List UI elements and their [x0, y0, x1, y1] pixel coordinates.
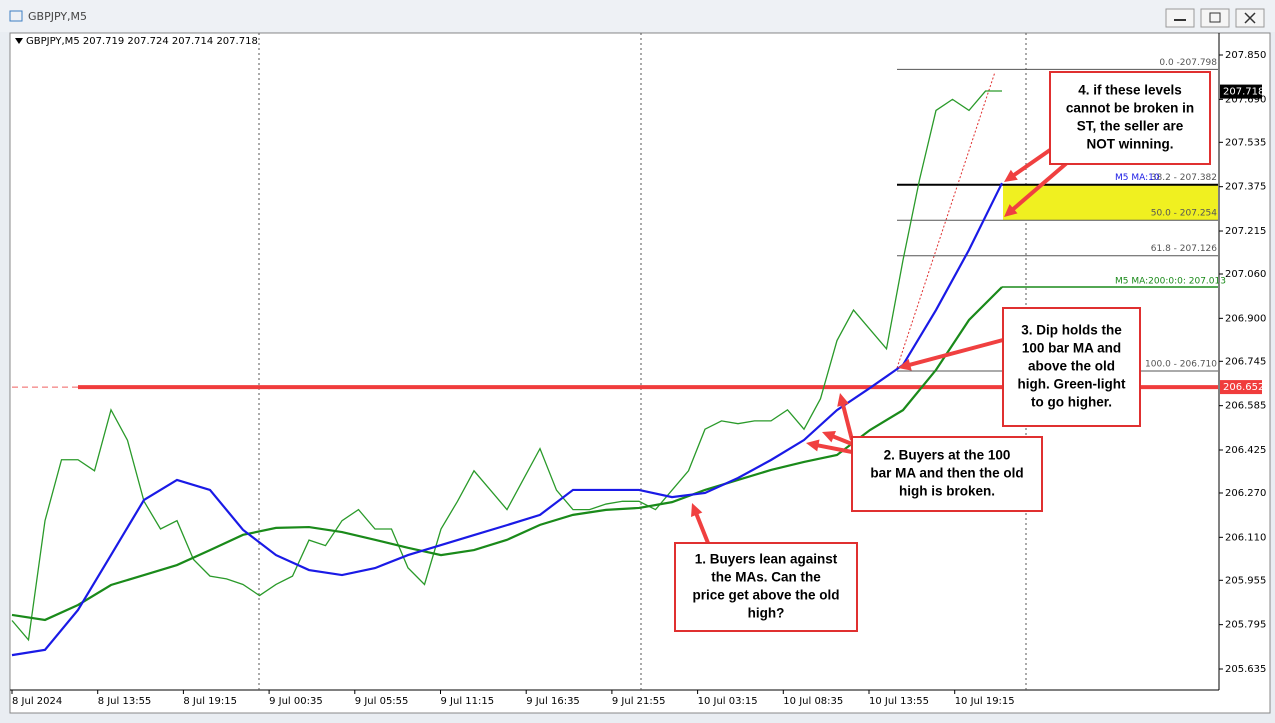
annotation-text: high is broken. [899, 484, 995, 499]
ma100-line [11, 182, 1003, 657]
fib-label: 50.0 - 207.254 [1151, 209, 1217, 219]
time-label: 10 Jul 08:35 [783, 696, 843, 707]
price-tick-label: 207.215 [1225, 226, 1266, 237]
arrow-head [822, 431, 836, 443]
time-label: 9 Jul 21:55 [612, 696, 666, 707]
fib-label: 61.8 - 207.126 [1151, 244, 1217, 254]
annotation-text: the MAs. Can the [711, 570, 821, 585]
window-title: GBPJPY,M5 [28, 10, 87, 23]
arrow-shaft [840, 403, 854, 441]
annotation-box [1049, 71, 1211, 165]
annotation-box [674, 542, 858, 632]
annotation-text: high? [748, 606, 785, 621]
arrow-shaft [1012, 148, 1052, 178]
arrow-head [691, 503, 703, 517]
price-tick-label: 205.955 [1225, 575, 1266, 586]
ma200-line [11, 286, 1003, 622]
fib-label: 100.0 - 206.710 [1145, 360, 1217, 370]
annotation-text: ST, the seller are [1077, 119, 1184, 134]
annotation-text: 3. Dip holds the [1021, 323, 1122, 338]
annotation-text: cannot be broken in [1066, 101, 1194, 116]
ma100-label: M5 MA:10 [1115, 173, 1160, 183]
arrow-head [898, 358, 912, 371]
current-price-label: 207.718 [1223, 87, 1264, 98]
restore-icon [1209, 12, 1221, 23]
title-bar [0, 0, 1275, 32]
current-price-tag [1220, 84, 1262, 99]
annotation-text: 100 bar MA and [1022, 341, 1121, 356]
arrow-head [1004, 204, 1018, 217]
minimize-button[interactable] [1165, 8, 1195, 28]
restore-button[interactable] [1200, 8, 1230, 28]
price-tick-label: 206.425 [1225, 445, 1266, 456]
price-tick-label: 206.270 [1225, 488, 1266, 499]
time-label: 9 Jul 11:15 [441, 696, 495, 707]
time-label: 10 Jul 03:15 [698, 696, 758, 707]
annotation-box [1002, 307, 1141, 427]
price-tick-label: 205.635 [1225, 664, 1266, 675]
annotation-box [851, 436, 1043, 512]
header-arrow [15, 38, 23, 44]
old-high-tag [1220, 380, 1262, 395]
annotation-text: bar MA and then the old [870, 466, 1023, 481]
arrow-shaft [1011, 160, 1070, 212]
fib-label: 38.2 - 207.382 [1151, 173, 1217, 183]
price-tick-label: 207.375 [1225, 182, 1266, 193]
old-high-tag-label: 206.652 [1223, 382, 1264, 393]
arrow-head [837, 393, 850, 407]
price-tick-label: 207.690 [1225, 94, 1266, 105]
arrow-shaft [908, 338, 1004, 368]
annotation-text: 1. Buyers lean against [695, 552, 838, 567]
annotation-text: high. Green-light [1018, 377, 1126, 392]
arrow-shaft [816, 443, 853, 454]
arrow-head [806, 439, 820, 452]
annotation-text: NOT winning. [1087, 137, 1174, 152]
window-icon [9, 10, 23, 22]
price-line [11, 90, 1002, 642]
time-label: 9 Jul 00:35 [269, 696, 323, 707]
window-buttons[interactable] [1165, 8, 1265, 28]
annotation-text: above the old [1028, 359, 1115, 374]
annotation-text: 4. if these levels [1078, 83, 1182, 98]
time-label: 10 Jul 19:15 [955, 696, 1015, 707]
time-label: 10 Jul 13:55 [869, 696, 929, 707]
arrow-shaft [694, 512, 710, 544]
price-tick-label: 206.110 [1225, 532, 1266, 543]
close-icon [1244, 12, 1256, 24]
arrow-head [1004, 169, 1018, 182]
annotation-text: 2. Buyers at the 100 [884, 448, 1011, 463]
price-tick-label: 206.745 [1225, 356, 1266, 367]
time-label: 9 Jul 05:55 [355, 696, 409, 707]
annotation-text: price get above the old [692, 588, 839, 603]
price-tick-label: 207.535 [1225, 137, 1266, 148]
ma200-label: M5 MA:200:0:0: 207.013 [1115, 277, 1226, 287]
arrow-shaft [831, 434, 853, 446]
price-tick-label: 207.060 [1225, 269, 1266, 280]
price-tick-label: 205.795 [1225, 620, 1266, 631]
chart-header: GBPJPY,M5 207.719 207.724 207.714 207.71… [26, 36, 258, 47]
price-tick-label: 207.850 [1225, 50, 1266, 61]
time-label: 9 Jul 16:35 [526, 696, 580, 707]
annotation-text: to go higher. [1031, 395, 1112, 410]
price-tick-label: 206.585 [1225, 401, 1266, 412]
price-tick-label: 206.900 [1225, 313, 1266, 324]
time-label: 8 Jul 13:55 [98, 696, 152, 707]
fib-label: 0.0 -207.798 [1159, 58, 1217, 68]
time-label: 8 Jul 2024 [12, 696, 62, 707]
time-label: 8 Jul 19:15 [183, 696, 237, 707]
fib-zone [1003, 184, 1218, 221]
